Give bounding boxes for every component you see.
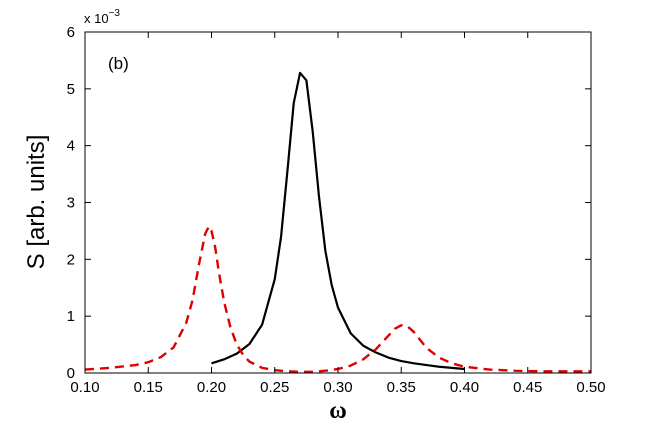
axes-layer: 0.10 0.15 0.20 0.25 0.30 0.35 0.40 0.45 0.50 0 1 2 3… bbox=[67, 24, 606, 396]
y-tick-label: 2 bbox=[67, 251, 75, 268]
y-multiplier: x 10−3 bbox=[84, 8, 120, 26]
x-tick-label: 0.25 bbox=[260, 379, 289, 396]
x-axis-label: ω bbox=[329, 398, 347, 424]
x-tick-label: 0.50 bbox=[576, 379, 605, 396]
x-tick-label: 0.35 bbox=[387, 379, 416, 396]
y-tick-label: 5 bbox=[67, 81, 75, 98]
y-tick-label: 4 bbox=[67, 138, 75, 155]
y-tick-label: 0 bbox=[67, 365, 75, 382]
y-tick-label: 1 bbox=[67, 308, 75, 325]
red-dashed-series-line bbox=[84, 225, 591, 374]
y-axis-label: S [arb. units] bbox=[23, 135, 50, 270]
x-tick-label: 0.40 bbox=[450, 379, 479, 396]
x-tick-label: 0.45 bbox=[513, 379, 542, 396]
black-solid-series-line bbox=[211, 71, 465, 371]
x-tick-label: 0.15 bbox=[134, 379, 163, 396]
plot-frame bbox=[84, 31, 592, 374]
x-tick-label: 0.10 bbox=[70, 379, 99, 396]
panel-label: (b) bbox=[108, 54, 129, 73]
y-tick-label: 6 bbox=[67, 24, 75, 41]
y-tick-label: 3 bbox=[67, 195, 75, 212]
x-tick-label: 0.30 bbox=[323, 379, 352, 396]
y-multiplier-exponent: −3 bbox=[109, 8, 121, 19]
x-tick-label: 0.20 bbox=[197, 379, 226, 396]
series-layer bbox=[84, 71, 591, 374]
y-multiplier-base: x 10 bbox=[84, 11, 109, 26]
